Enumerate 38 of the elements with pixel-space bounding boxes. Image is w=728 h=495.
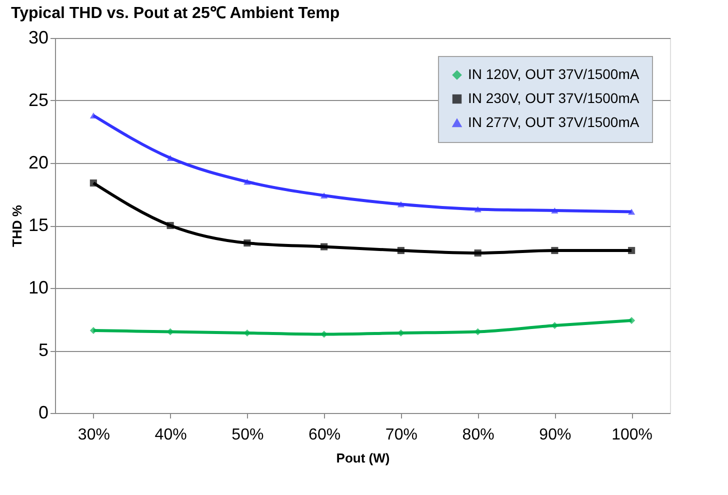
- point: [244, 239, 251, 247]
- point: [628, 316, 636, 324]
- legend-label: IN 120V, OUT 37V/1500mA: [468, 66, 640, 82]
- point: [397, 201, 404, 208]
- point: [474, 206, 482, 212]
- point: [551, 207, 558, 214]
- x-tick-label: 30%: [78, 426, 110, 444]
- point: [397, 246, 404, 254]
- y-tick-label: 10: [28, 278, 48, 298]
- y-tick-label: 5: [38, 340, 48, 360]
- y-tick-label: 0: [38, 402, 48, 422]
- x-tick-label: 100%: [612, 426, 653, 444]
- legend-label: IN 230V, OUT 37V/1500mA: [468, 90, 640, 106]
- point: [320, 243, 328, 250]
- legend-label: IN 277V, OUT 37V/1500mA: [468, 114, 640, 130]
- point: [628, 246, 636, 254]
- x-tick-label: 50%: [232, 426, 264, 444]
- point: [628, 208, 636, 215]
- y-axis-title: THD %: [9, 204, 24, 247]
- point: [474, 249, 482, 257]
- y-tick-label: 30: [28, 28, 48, 48]
- x-tick-label: 80%: [462, 426, 494, 444]
- point: [166, 222, 174, 230]
- point: [320, 192, 328, 199]
- y-tick-label: 20: [28, 152, 48, 172]
- x-tick-label: 40%: [154, 426, 187, 444]
- x-tick-label: 90%: [539, 426, 572, 444]
- point: [244, 178, 251, 185]
- point: [166, 154, 174, 162]
- x-tick-label: 70%: [385, 426, 418, 444]
- point: [551, 322, 558, 330]
- point: [551, 246, 558, 254]
- chart-title: Typical THD vs. Pout at 25℃ Ambient Temp: [10, 5, 340, 22]
- point: [90, 179, 97, 187]
- x-tick-label: 60%: [308, 426, 341, 444]
- x-axis-title: Pout (W): [336, 450, 390, 466]
- y-tick-label: 25: [28, 90, 48, 110]
- y-tick-label: 15: [28, 215, 48, 235]
